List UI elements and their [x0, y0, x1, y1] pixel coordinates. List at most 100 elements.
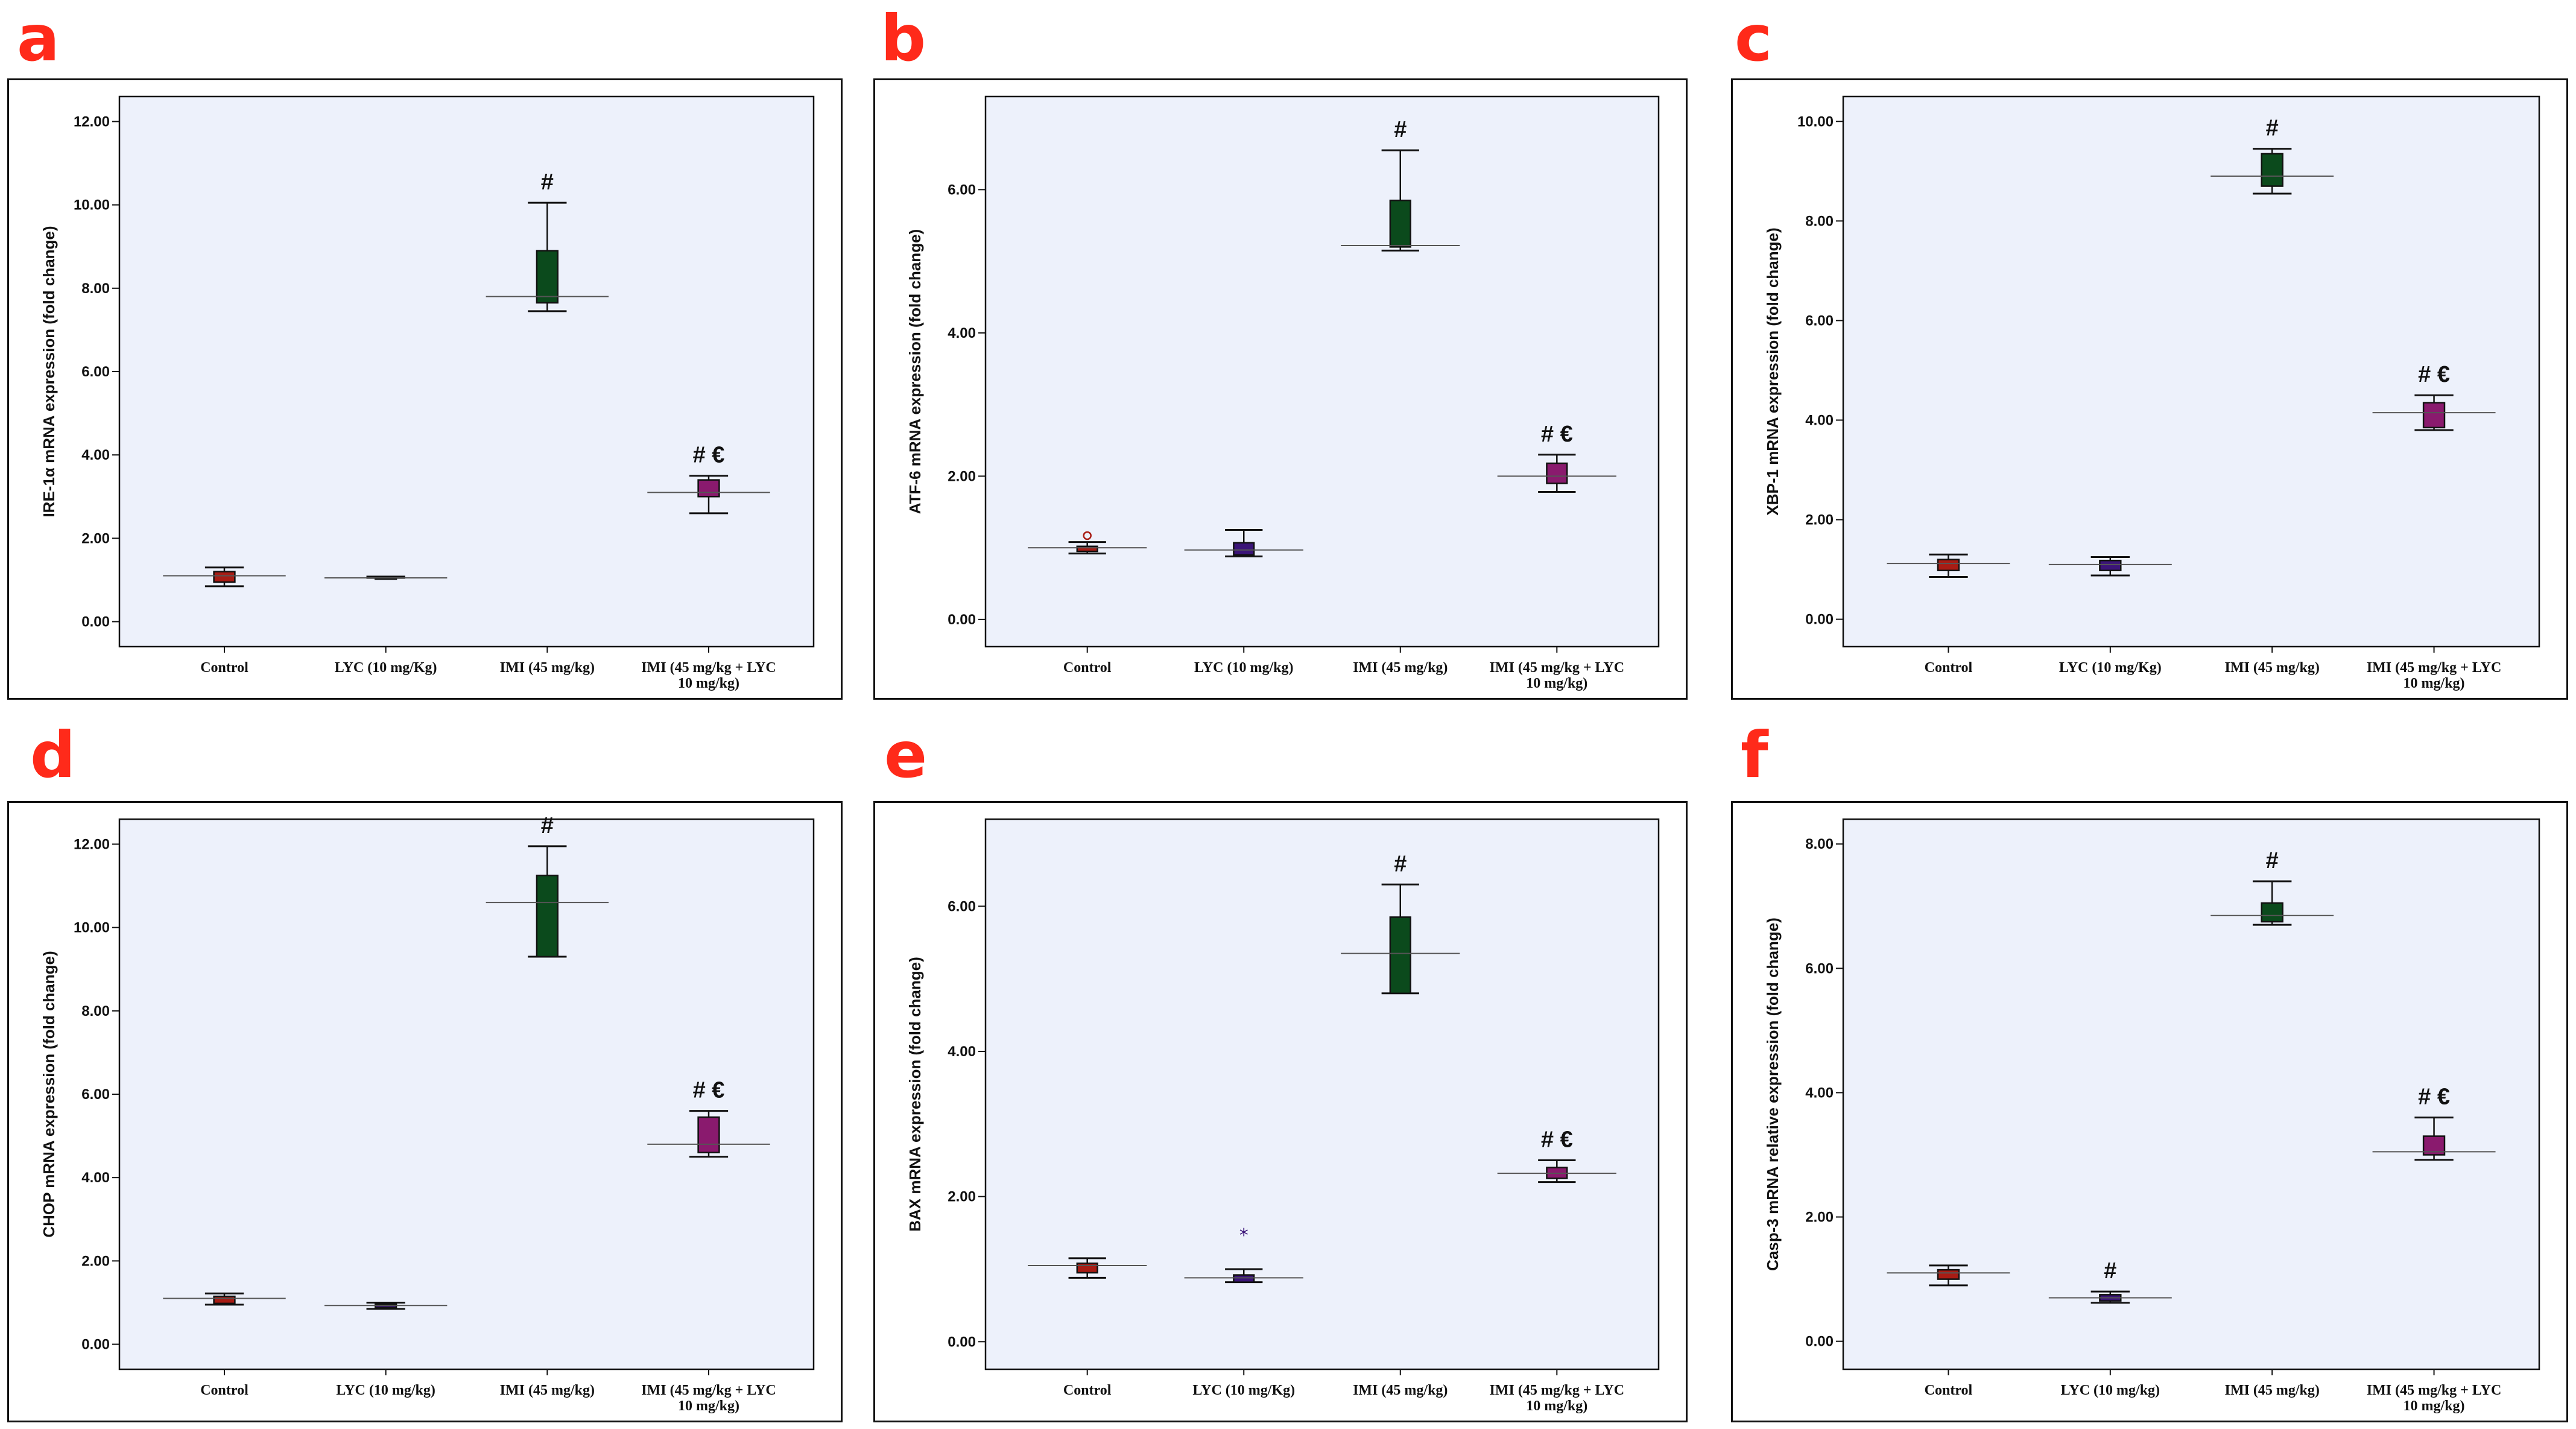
significance-annotation: #	[2266, 116, 2279, 141]
y-tick-label: 6.00	[948, 898, 976, 914]
significance-annotation: #	[1394, 851, 1407, 876]
box-iqr	[1233, 542, 1255, 556]
box-1	[163, 1292, 286, 1306]
significance-annotation: # €	[2418, 362, 2450, 387]
y-axis-label: Casp-3 mRNA relative expression (fold ch…	[1764, 917, 1782, 1271]
chart-panel-d: 0.00 2.00 4.00 6.00 8.00 10.00 12.00 CHOP mRNA …	[7, 801, 843, 1422]
y-axis-label: CHOP mRNA expression (fold change)	[40, 951, 58, 1237]
panel-letter-a: a	[17, 2, 60, 75]
box-iqr	[2261, 902, 2283, 923]
box-iqr	[2099, 559, 2122, 571]
box-2	[324, 575, 448, 580]
y-tick-label: 2.00	[1805, 1209, 1834, 1226]
chart-svg-c: 0.00 2.00 4.00 6.00 8.00 10.00 XBP-1 mRNA expr…	[1764, 95, 2540, 691]
box-iqr	[2422, 402, 2446, 429]
significance-annotation: # €	[693, 1078, 725, 1103]
chart-svg-e: 0.00 2.00 4.00 6.00 BAX mRNA expression (fol…	[906, 818, 1660, 1414]
y-tick-label: 8.00	[1805, 213, 1834, 229]
box-3: #	[1341, 117, 1460, 252]
y-tick-label: 0.00	[948, 612, 976, 628]
x-tick-label: Control	[200, 1383, 248, 1398]
x-tick-label: IMI (45 mg/kg + LYC 10 mg/kg)	[641, 1383, 776, 1414]
chart-panel-b: 0.00 2.00 4.00 6.00 ATF-6 mRNA expression (f…	[873, 78, 1688, 700]
significance-annotation: # €	[1541, 422, 1573, 447]
chart-panel-e: 0.00 2.00 4.00 6.00 BAX mRNA expression (fol…	[873, 801, 1688, 1422]
x-tick-label: Control	[1925, 1383, 1973, 1398]
x-tick-label: LYC (10 mg/Kg)	[335, 660, 437, 676]
x-tick-label: IMI (45 mg/kg)	[500, 1383, 595, 1398]
x-tick-label: Control	[1063, 660, 1112, 676]
significance-annotation: # €	[2418, 1085, 2450, 1110]
chart-svg-d: 0.00 2.00 4.00 6.00 8.00 10.00 12.00 CHOP mRNA …	[40, 813, 815, 1414]
x-tick-label: IMI (45 mg/kg)	[1353, 1383, 1448, 1398]
box-iqr	[1076, 545, 1098, 553]
x-tick-label: Control	[1063, 1383, 1112, 1398]
box-4: # €	[647, 1078, 770, 1158]
panel-letter-d: d	[30, 718, 76, 792]
box-iqr	[697, 1116, 720, 1153]
box-4: # €	[1497, 1127, 1616, 1183]
y-tick-label: 8.00	[81, 1003, 110, 1019]
x-tick-label: IMI (45 mg/kg + LYC 10 mg/kg)	[2367, 660, 2501, 691]
x-tick-label: LYC (10 mg/Kg)	[1192, 1383, 1295, 1398]
y-axis-label: BAX mRNA expression (fold change)	[906, 957, 924, 1232]
significance-annotation: # €	[693, 443, 725, 468]
box-iqr	[213, 571, 236, 583]
outlier-point: *	[1239, 1225, 1248, 1246]
box-iqr	[1076, 1263, 1098, 1274]
panel-letter-b: b	[881, 2, 926, 75]
box-2	[1184, 528, 1303, 557]
box-1	[1887, 1264, 2010, 1287]
y-tick-label: 4.00	[81, 447, 110, 463]
plot-area	[118, 818, 815, 1370]
box-2	[2048, 556, 2172, 577]
y-tick-label: 4.00	[1805, 1085, 1834, 1101]
x-tick-label: IMI (45 mg/kg)	[2225, 1383, 2320, 1398]
y-tick-label: 12.00	[74, 836, 110, 852]
x-tick-label: LYC (10 mg/kg)	[2061, 1383, 2160, 1398]
box-4: # €	[647, 443, 770, 515]
y-tick-label: 10.00	[74, 920, 110, 936]
y-tick-label: 12.00	[74, 113, 110, 130]
box-3: #	[1341, 851, 1460, 995]
x-tick-label: Control	[200, 660, 248, 676]
significance-annotation: # €	[1541, 1127, 1573, 1152]
y-tick-label: 10.00	[74, 197, 110, 214]
significance-annotation: #	[1394, 117, 1407, 142]
y-tick-label: 10.00	[1797, 113, 1834, 130]
panel-letter-c: c	[1735, 2, 1773, 75]
box-3: #	[2210, 116, 2334, 195]
y-tick-label: 0.00	[948, 1334, 976, 1350]
panel-letter-e: e	[884, 718, 928, 792]
box-2: #	[2048, 1258, 2172, 1304]
box-iqr	[536, 875, 559, 958]
box-iqr	[1389, 916, 1411, 995]
y-tick-label: 2.00	[948, 1189, 976, 1205]
x-tick-label: IMI (45 mg/kg + LYC 10 mg/kg)	[2367, 1383, 2501, 1414]
y-tick-label: 4.00	[81, 1170, 110, 1186]
y-axis-label: IRE-1α mRNA expression (fold change)	[40, 226, 58, 517]
y-tick-label: 0.00	[81, 614, 110, 630]
box-iqr	[1233, 1274, 1255, 1283]
chart-svg-a: 0.00 2.00 4.00 6.00 8.00 10.00 12.00 IRE-1α mRN…	[40, 95, 815, 691]
box-iqr	[697, 479, 720, 498]
box-1	[163, 566, 286, 588]
box-1	[1887, 553, 2010, 578]
plot-area	[118, 95, 815, 648]
chart-panel-f: 0.00 2.00 4.00 6.00 8.00 Casp-3 mRNA relative…	[1731, 801, 2568, 1422]
box-2	[324, 1301, 448, 1310]
x-tick-label: LYC (10 mg/kg)	[336, 1383, 435, 1398]
y-tick-label: 6.00	[1805, 960, 1834, 977]
box-3: #	[486, 813, 609, 958]
box-3: #	[2210, 848, 2334, 926]
box-3: #	[486, 170, 609, 312]
y-tick-label: 8.00	[1805, 836, 1834, 852]
plot-area	[984, 95, 1660, 648]
y-tick-label: 6.00	[948, 182, 976, 198]
box-iqr	[1546, 462, 1568, 484]
box-4: # €	[2372, 362, 2496, 431]
y-tick-label: 6.00	[1805, 312, 1834, 329]
y-tick-label: 4.00	[948, 1044, 976, 1060]
plot-area	[984, 818, 1660, 1370]
box-iqr	[536, 250, 559, 304]
